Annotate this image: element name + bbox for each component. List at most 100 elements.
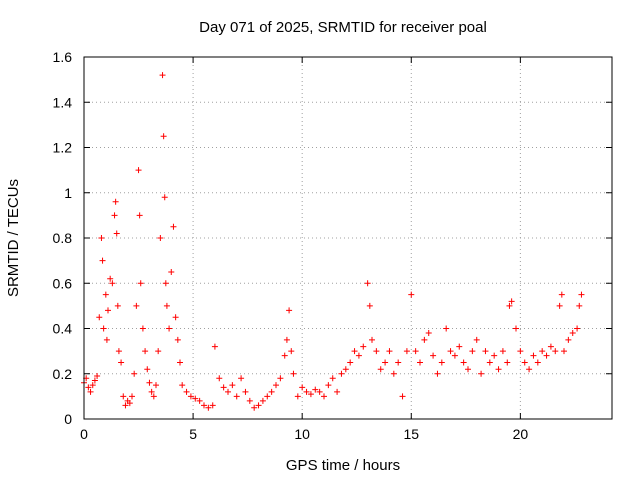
data-point — [312, 386, 319, 393]
data-point — [360, 343, 367, 350]
data-point — [425, 330, 432, 337]
data-point — [129, 393, 135, 400]
data-point — [246, 397, 253, 404]
data-point — [238, 375, 245, 382]
data-point — [334, 388, 341, 395]
data-point — [486, 359, 493, 366]
data-point — [438, 359, 445, 366]
data-point — [144, 366, 151, 373]
data-point — [118, 359, 125, 366]
data-point — [478, 370, 485, 377]
data-point — [150, 393, 157, 400]
data-point — [89, 382, 96, 389]
data-point — [469, 348, 476, 355]
y-tick-label: 0.2 — [53, 366, 73, 382]
data-point — [91, 377, 98, 384]
data-point — [443, 325, 450, 332]
data-point — [160, 133, 167, 140]
data-point — [369, 336, 375, 343]
data-point — [329, 375, 336, 382]
data-point — [220, 384, 227, 391]
y-tick-label: 1.4 — [53, 94, 73, 110]
data-point — [126, 400, 133, 407]
data-point — [504, 359, 511, 366]
data-point — [517, 348, 524, 355]
data-point — [192, 395, 199, 402]
data-point — [94, 373, 101, 380]
data-point — [290, 370, 297, 377]
x-tick-label: 10 — [294, 426, 310, 442]
data-point — [155, 348, 162, 355]
y-tick-label: 0.6 — [53, 275, 73, 291]
data-point — [115, 348, 122, 355]
data-point — [177, 359, 183, 366]
data-point — [421, 336, 428, 343]
data-point — [495, 366, 502, 373]
data-point — [281, 352, 288, 359]
data-point — [325, 382, 332, 389]
data-point — [286, 307, 293, 314]
data-point — [561, 348, 567, 355]
data-point — [513, 325, 519, 332]
data-point — [364, 280, 371, 287]
data-point — [201, 402, 207, 409]
data-point — [456, 343, 463, 350]
data-point — [430, 352, 437, 359]
data-point — [172, 314, 179, 321]
data-point — [530, 352, 537, 359]
y-tick-label: 0 — [64, 411, 72, 427]
data-point — [209, 402, 216, 409]
data-point — [342, 366, 349, 373]
data-point — [578, 291, 585, 298]
data-point — [408, 291, 415, 298]
data-point — [166, 325, 173, 332]
data-point — [273, 382, 279, 389]
data-point — [131, 370, 138, 377]
data-point — [96, 314, 103, 321]
data-point — [307, 391, 314, 398]
data-point — [148, 388, 155, 395]
data-point — [114, 302, 121, 309]
data-point — [434, 370, 441, 377]
data-point — [460, 359, 467, 366]
data-point — [122, 402, 129, 409]
data-point — [107, 275, 114, 282]
data-point — [98, 235, 105, 241]
data-point — [552, 348, 559, 355]
data-point — [499, 348, 506, 355]
data-point — [303, 388, 310, 395]
y-axis-label: SRMTID / TECUs — [5, 179, 22, 297]
data-point — [447, 348, 454, 355]
tick-labels: 0 5 10 15 20 0 0.2 0.4 0.6 0.8 1 1.2 1.4 1.6 — [53, 49, 529, 442]
data-point — [179, 382, 186, 389]
data-point — [229, 382, 236, 389]
data-point — [113, 230, 120, 237]
data-point — [316, 388, 323, 395]
data-point — [162, 280, 169, 287]
data-point — [161, 194, 168, 201]
data-point — [170, 223, 177, 230]
data-points — [81, 72, 585, 411]
data-point — [105, 307, 111, 314]
data-point — [120, 393, 127, 400]
data-point — [473, 336, 480, 343]
x-axis-label: GPS time / hours — [286, 457, 400, 474]
data-point — [534, 359, 541, 366]
data-point — [390, 370, 397, 377]
data-point — [187, 393, 194, 400]
data-point — [251, 404, 258, 411]
data-point — [264, 393, 271, 400]
data-point — [139, 325, 146, 332]
y-tick-label: 1.2 — [53, 140, 73, 156]
data-point — [163, 302, 170, 309]
data-point — [386, 348, 393, 355]
data-point — [399, 393, 406, 400]
data-point — [543, 352, 550, 359]
data-point — [508, 298, 515, 305]
y-tick-label: 0.8 — [53, 230, 73, 246]
data-point — [183, 388, 190, 395]
data-point — [99, 257, 106, 264]
data-point — [146, 379, 153, 386]
data-point — [382, 359, 389, 366]
